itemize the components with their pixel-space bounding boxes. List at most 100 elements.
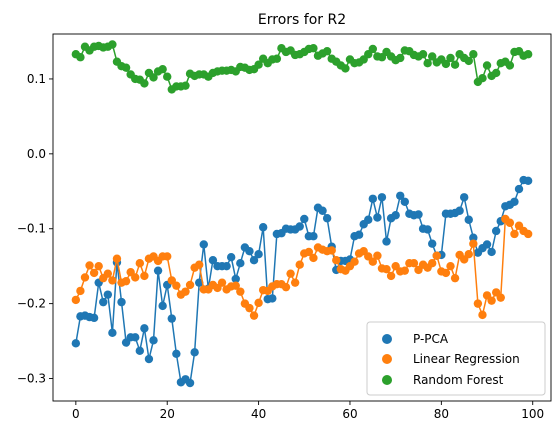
- legend-marker-random-forest: [382, 375, 392, 385]
- point-random-forest-65: [368, 44, 378, 54]
- point-p-pca-65: [368, 194, 378, 203]
- point-linear-regression-36: [236, 287, 245, 296]
- point-p-pca-6: [99, 297, 108, 307]
- point-p-pca-25: [185, 378, 195, 388]
- point-linear-regression-2: [80, 273, 90, 282]
- y-tick-label-3: −0.2: [17, 297, 46, 311]
- point-p-pca-87: [469, 233, 478, 242]
- legend-label-linear-regression: Linear Regression: [413, 352, 520, 366]
- point-random-forest-19: [158, 65, 167, 74]
- point-random-forest-76: [418, 50, 428, 59]
- point-random-forest-11: [121, 63, 131, 72]
- point-linear-regression-3: [85, 261, 94, 270]
- point-p-pca-10: [117, 297, 126, 307]
- point-linear-regression-24: [181, 287, 190, 296]
- x-tick-label-100: 100: [521, 407, 544, 421]
- point-p-pca-72: [400, 197, 409, 206]
- point-linear-regression-0: [71, 295, 81, 305]
- point-random-forest-81: [441, 59, 451, 69]
- series-layer: [71, 40, 533, 388]
- point-p-pca-62: [354, 230, 364, 239]
- point-random-forest-90: [482, 61, 492, 70]
- point-linear-regression-89: [478, 310, 487, 320]
- point-p-pca-0: [71, 339, 81, 348]
- point-random-forest-78: [428, 52, 437, 61]
- point-p-pca-8: [108, 328, 117, 338]
- point-linear-regression-39: [249, 311, 259, 320]
- point-linear-regression-48: [290, 278, 300, 287]
- point-random-forest-8: [108, 40, 117, 49]
- point-linear-regression-8: [108, 276, 117, 285]
- point-p-pca-52: [309, 232, 318, 241]
- point-random-forest-55: [322, 47, 332, 56]
- point-random-forest-87: [469, 50, 478, 59]
- point-linear-regression-83: [450, 273, 460, 283]
- legend-frame: [366, 321, 546, 396]
- point-linear-regression-22: [172, 281, 181, 290]
- point-linear-regression-20: [163, 252, 172, 261]
- series-random-forest: [71, 40, 533, 94]
- point-linear-regression-86: [464, 250, 473, 259]
- point-linear-regression-7: [103, 269, 113, 278]
- point-p-pca-43: [268, 294, 277, 303]
- point-p-pca-66: [373, 213, 382, 222]
- point-p-pca-33: [222, 261, 231, 271]
- point-p-pca-17: [149, 336, 158, 345]
- point-p-pca-92: [491, 226, 501, 236]
- y-tick-label-2: −0.1: [17, 222, 46, 236]
- point-linear-regression-79: [432, 251, 441, 260]
- x-tick-label-80: 80: [434, 407, 449, 421]
- point-random-forest-82: [446, 53, 455, 63]
- point-linear-regression-65: [368, 257, 378, 266]
- point-p-pca-26: [190, 348, 199, 357]
- point-p-pca-99: [523, 176, 533, 185]
- point-p-pca-22: [172, 349, 181, 359]
- point-random-forest-20: [163, 72, 172, 81]
- x-tick-label-60: 60: [342, 407, 357, 421]
- point-p-pca-91: [487, 247, 496, 257]
- point-linear-regression-95: [505, 218, 515, 227]
- point-random-forest-95: [505, 61, 515, 70]
- point-random-forest-59: [341, 64, 350, 73]
- point-p-pca-19: [158, 301, 167, 311]
- point-p-pca-75: [414, 210, 423, 219]
- point-p-pca-68: [382, 237, 391, 246]
- point-p-pca-18: [153, 266, 163, 275]
- chart-title: Errors for R2: [258, 12, 346, 28]
- point-linear-regression-99: [523, 229, 533, 239]
- point-linear-regression-56: [327, 246, 336, 255]
- point-random-forest-92: [491, 68, 501, 78]
- point-linear-regression-5: [94, 261, 103, 271]
- x-tick-label-0: 0: [72, 407, 80, 421]
- point-p-pca-14: [135, 346, 145, 356]
- point-p-pca-97: [514, 184, 524, 194]
- point-random-forest-86: [464, 56, 473, 66]
- point-p-pca-90: [482, 240, 492, 249]
- point-p-pca-84: [455, 206, 464, 215]
- point-p-pca-36: [236, 258, 245, 268]
- point-random-forest-89: [478, 73, 487, 83]
- point-linear-regression-72: [400, 266, 409, 275]
- point-p-pca-71: [396, 191, 405, 200]
- point-linear-regression-66: [373, 251, 382, 260]
- point-linear-regression-38: [245, 303, 254, 313]
- series-linear-regression: [71, 214, 533, 320]
- point-random-forest-52: [309, 44, 318, 53]
- point-p-pca-34: [226, 253, 236, 262]
- point-linear-regression-82: [446, 261, 455, 271]
- point-linear-regression-47: [286, 269, 295, 278]
- point-p-pca-39: [249, 255, 259, 265]
- x-axis: 0 20 40 60 80 100: [72, 401, 544, 421]
- point-linear-regression-81: [441, 268, 451, 278]
- point-p-pca-78: [428, 239, 437, 248]
- point-linear-regression-40: [254, 298, 263, 308]
- point-p-pca-16: [144, 354, 154, 364]
- point-linear-regression-25: [185, 280, 195, 290]
- point-p-pca-49: [295, 222, 304, 231]
- point-random-forest-77: [423, 59, 432, 68]
- point-p-pca-35: [231, 274, 240, 284]
- point-linear-regression-69: [386, 271, 396, 281]
- point-random-forest-1: [76, 53, 85, 62]
- point-linear-regression-32: [217, 278, 227, 287]
